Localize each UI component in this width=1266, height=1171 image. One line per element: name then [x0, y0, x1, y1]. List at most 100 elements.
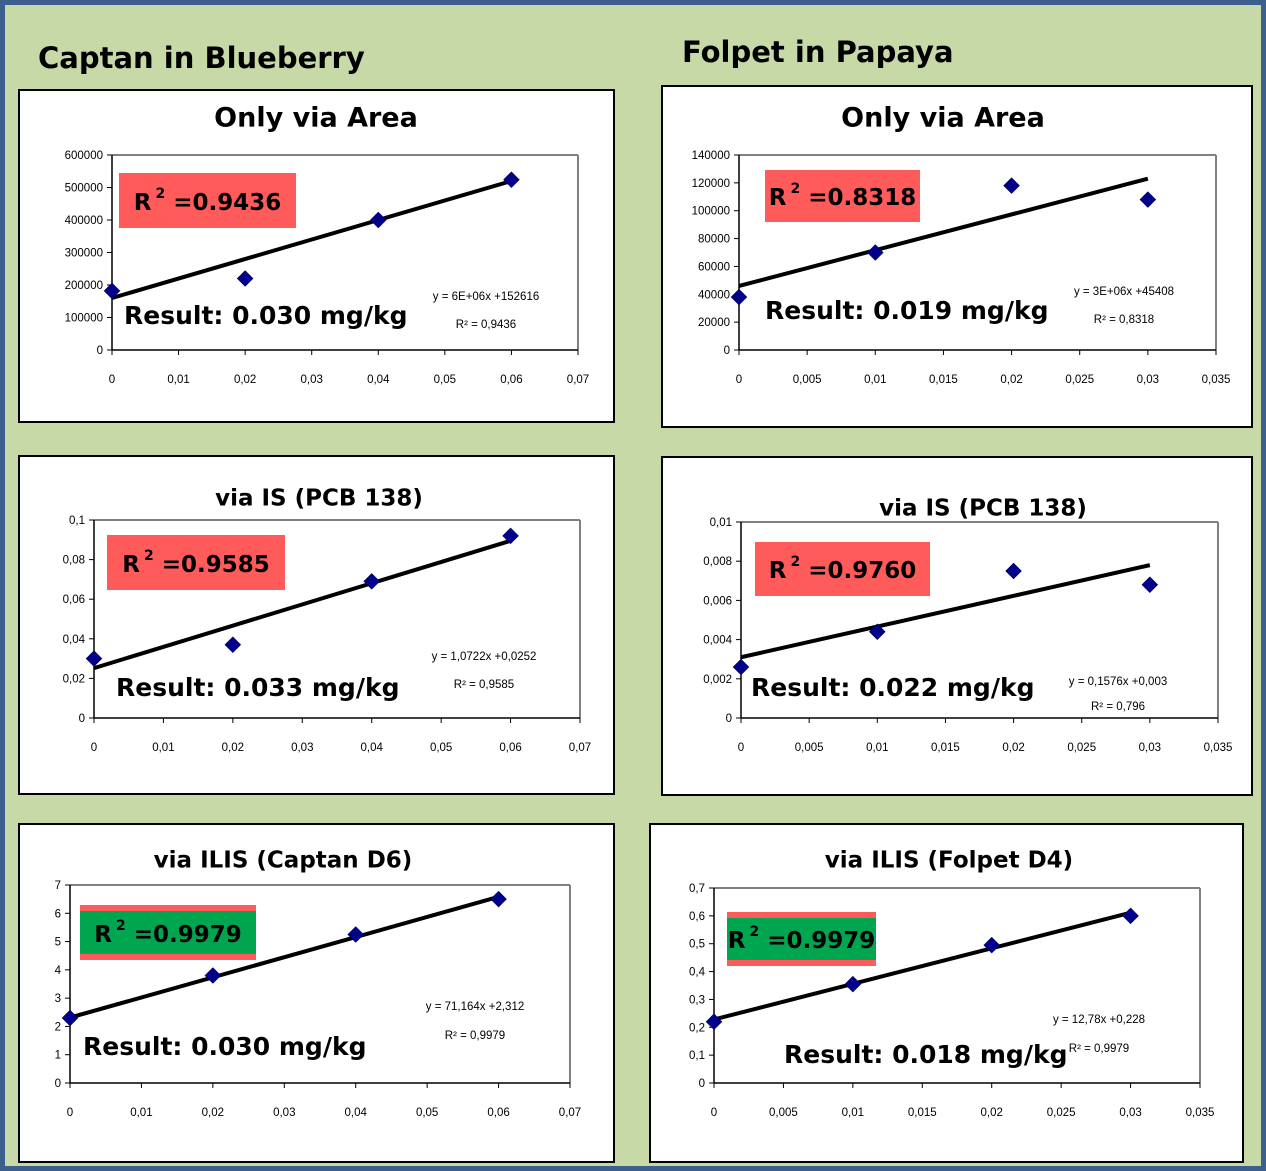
x-tick-label: 0 — [109, 374, 115, 386]
x-tick-label: 0,035 — [1204, 742, 1233, 754]
chart-panel-5: 0 1 2 3 4 5 6 7 0 0,01 0,02 0,03 0,04 0,05 0,06 0,07 via… — [18, 823, 615, 1163]
r-squared-label: R² = 0,9585 — [454, 679, 514, 691]
data-point — [369, 211, 387, 229]
y-tick-label: 0 — [724, 345, 730, 357]
heading-folpet-papaya: Folpet in Papaya — [682, 35, 954, 69]
y-tick-label: 0 — [55, 1078, 61, 1090]
x-tick-label: 0,005 — [793, 374, 822, 386]
x-tick-label: 0 — [738, 742, 744, 754]
x-tick-label: 0,03 — [301, 374, 323, 386]
chart-svg: 0 0,002 0,004 0,006 0,008 0,01 0 0,005 0,01 0,015… — [703, 495, 1233, 754]
data-point — [1139, 191, 1157, 208]
x-tick-label: 0,02 — [222, 742, 244, 754]
y-tick-label: 200000 — [65, 280, 103, 292]
trendline-equation: y = 3E+06x +45408 — [1074, 286, 1174, 298]
y-tick-label: 6 — [55, 908, 61, 920]
y-tick-label: 140000 — [692, 150, 730, 162]
y-tick-label: 0,008 — [703, 556, 732, 568]
y-tick-label: 0,02 — [63, 673, 85, 685]
y-tick-label: 0,4 — [689, 967, 706, 979]
x-tick-label: 0,005 — [795, 742, 824, 754]
data-point — [1122, 907, 1139, 925]
x-tick-label: 0 — [736, 374, 742, 386]
y-tick-label: 0 — [97, 345, 103, 357]
trendline — [740, 563, 1151, 660]
chart-svg: 0 0,02 0,04 0,06 0,08 0,1 0 0,01 0,02 0,03 0,04 0,0… — [63, 485, 592, 754]
x-tick-label: 0,03 — [291, 742, 313, 754]
chart-panel-6: 0 0,1 0,2 0,3 0,4 0,5 0,6 0,7 0 0,005 0,01 0,015 0,0… — [649, 823, 1244, 1163]
x-tick-label: 0,05 — [416, 1107, 438, 1119]
y-tick-label: 0,3 — [689, 994, 705, 1006]
y-tick-label: 0,002 — [703, 674, 732, 686]
result-label: Result: 0.030 mg/kg — [83, 1032, 367, 1061]
r-squared-label: R² = 0,9979 — [1069, 1043, 1129, 1055]
x-tick-label: 0 — [91, 742, 97, 754]
y-tick-label: 0 — [79, 713, 85, 725]
data-point — [224, 636, 242, 654]
data-point — [705, 1013, 723, 1031]
y-tick-label: 0,004 — [703, 635, 732, 647]
data-point — [103, 282, 121, 300]
x-tick-label: 0,035 — [1202, 374, 1231, 386]
data-point — [866, 244, 884, 261]
chart-panel-3: 0 0,02 0,04 0,06 0,08 0,1 0 0,01 0,02 0,03 0,04 0,0… — [18, 455, 615, 795]
data-point — [502, 527, 519, 545]
x-tick-label: 0,01 — [167, 374, 189, 386]
x-tick-label: 0,06 — [500, 374, 522, 386]
data-point — [503, 171, 520, 189]
x-tick-label: 0,02 — [202, 1107, 224, 1119]
y-tick-label: 0,1 — [69, 515, 85, 527]
x-tick-label: 0,07 — [567, 374, 589, 386]
x-tick-label: 0,01 — [842, 1107, 864, 1119]
y-tick-label: 0,5 — [689, 939, 705, 951]
y-tick-label: 5 — [55, 937, 61, 949]
y-tick-label: 0,006 — [703, 595, 732, 607]
x-tick-label: 0,05 — [434, 374, 456, 386]
x-tick-label: 0,025 — [1065, 374, 1094, 386]
x-tick-label: 0,015 — [931, 742, 960, 754]
y-tick-label: 1 — [55, 1050, 61, 1062]
r-squared-label: R² = 0,8318 — [1094, 314, 1154, 326]
x-tick-label: 0,02 — [981, 1107, 1003, 1119]
data-point — [85, 650, 103, 667]
x-tick-label: 0,01 — [130, 1107, 152, 1119]
trendline — [111, 179, 512, 300]
x-tick-label: 0,025 — [1047, 1107, 1076, 1119]
trendline — [69, 894, 500, 1020]
data-point — [236, 270, 254, 287]
r-squared-label: R² = 0,9979 — [445, 1030, 505, 1042]
chart-svg: 0 20000 40000 60000 80000 100000 120000 140000 0… — [692, 103, 1231, 386]
chart-panel-2: 0 20000 40000 60000 80000 100000 120000 140000 0… — [661, 85, 1253, 428]
x-tick-label: 0,025 — [1067, 742, 1096, 754]
x-tick-label: 0,03 — [1139, 742, 1161, 754]
x-tick-label: 0,03 — [273, 1107, 295, 1119]
x-tick-label: 0,035 — [1186, 1107, 1215, 1119]
result-label: Result: 0.033 mg/kg — [116, 673, 400, 702]
data-point — [844, 975, 862, 993]
x-tick-label: 0,02 — [1000, 374, 1022, 386]
x-tick-label: 0,07 — [569, 742, 591, 754]
y-tick-label: 0,7 — [689, 883, 705, 895]
x-tick-label: 0,03 — [1137, 374, 1159, 386]
y-tick-label: 0,06 — [63, 594, 85, 606]
y-tick-label: 0,04 — [63, 634, 86, 646]
x-tick-label: 0,06 — [487, 1107, 509, 1119]
y-tick-label: 0 — [726, 713, 732, 725]
x-tick-label: 0,005 — [769, 1107, 798, 1119]
y-tick-label: 400000 — [65, 215, 103, 227]
data-point — [1003, 177, 1020, 194]
x-tick-label: 0 — [711, 1107, 717, 1119]
chart-title: via ILIS (Folpet D4) — [825, 847, 1073, 873]
result-label: Result: 0.030 mg/kg — [124, 301, 408, 330]
y-tick-label: 100000 — [65, 313, 103, 325]
data-point — [732, 658, 750, 676]
x-tick-label: 0,05 — [430, 742, 452, 754]
y-tick-label: 600000 — [65, 150, 103, 162]
